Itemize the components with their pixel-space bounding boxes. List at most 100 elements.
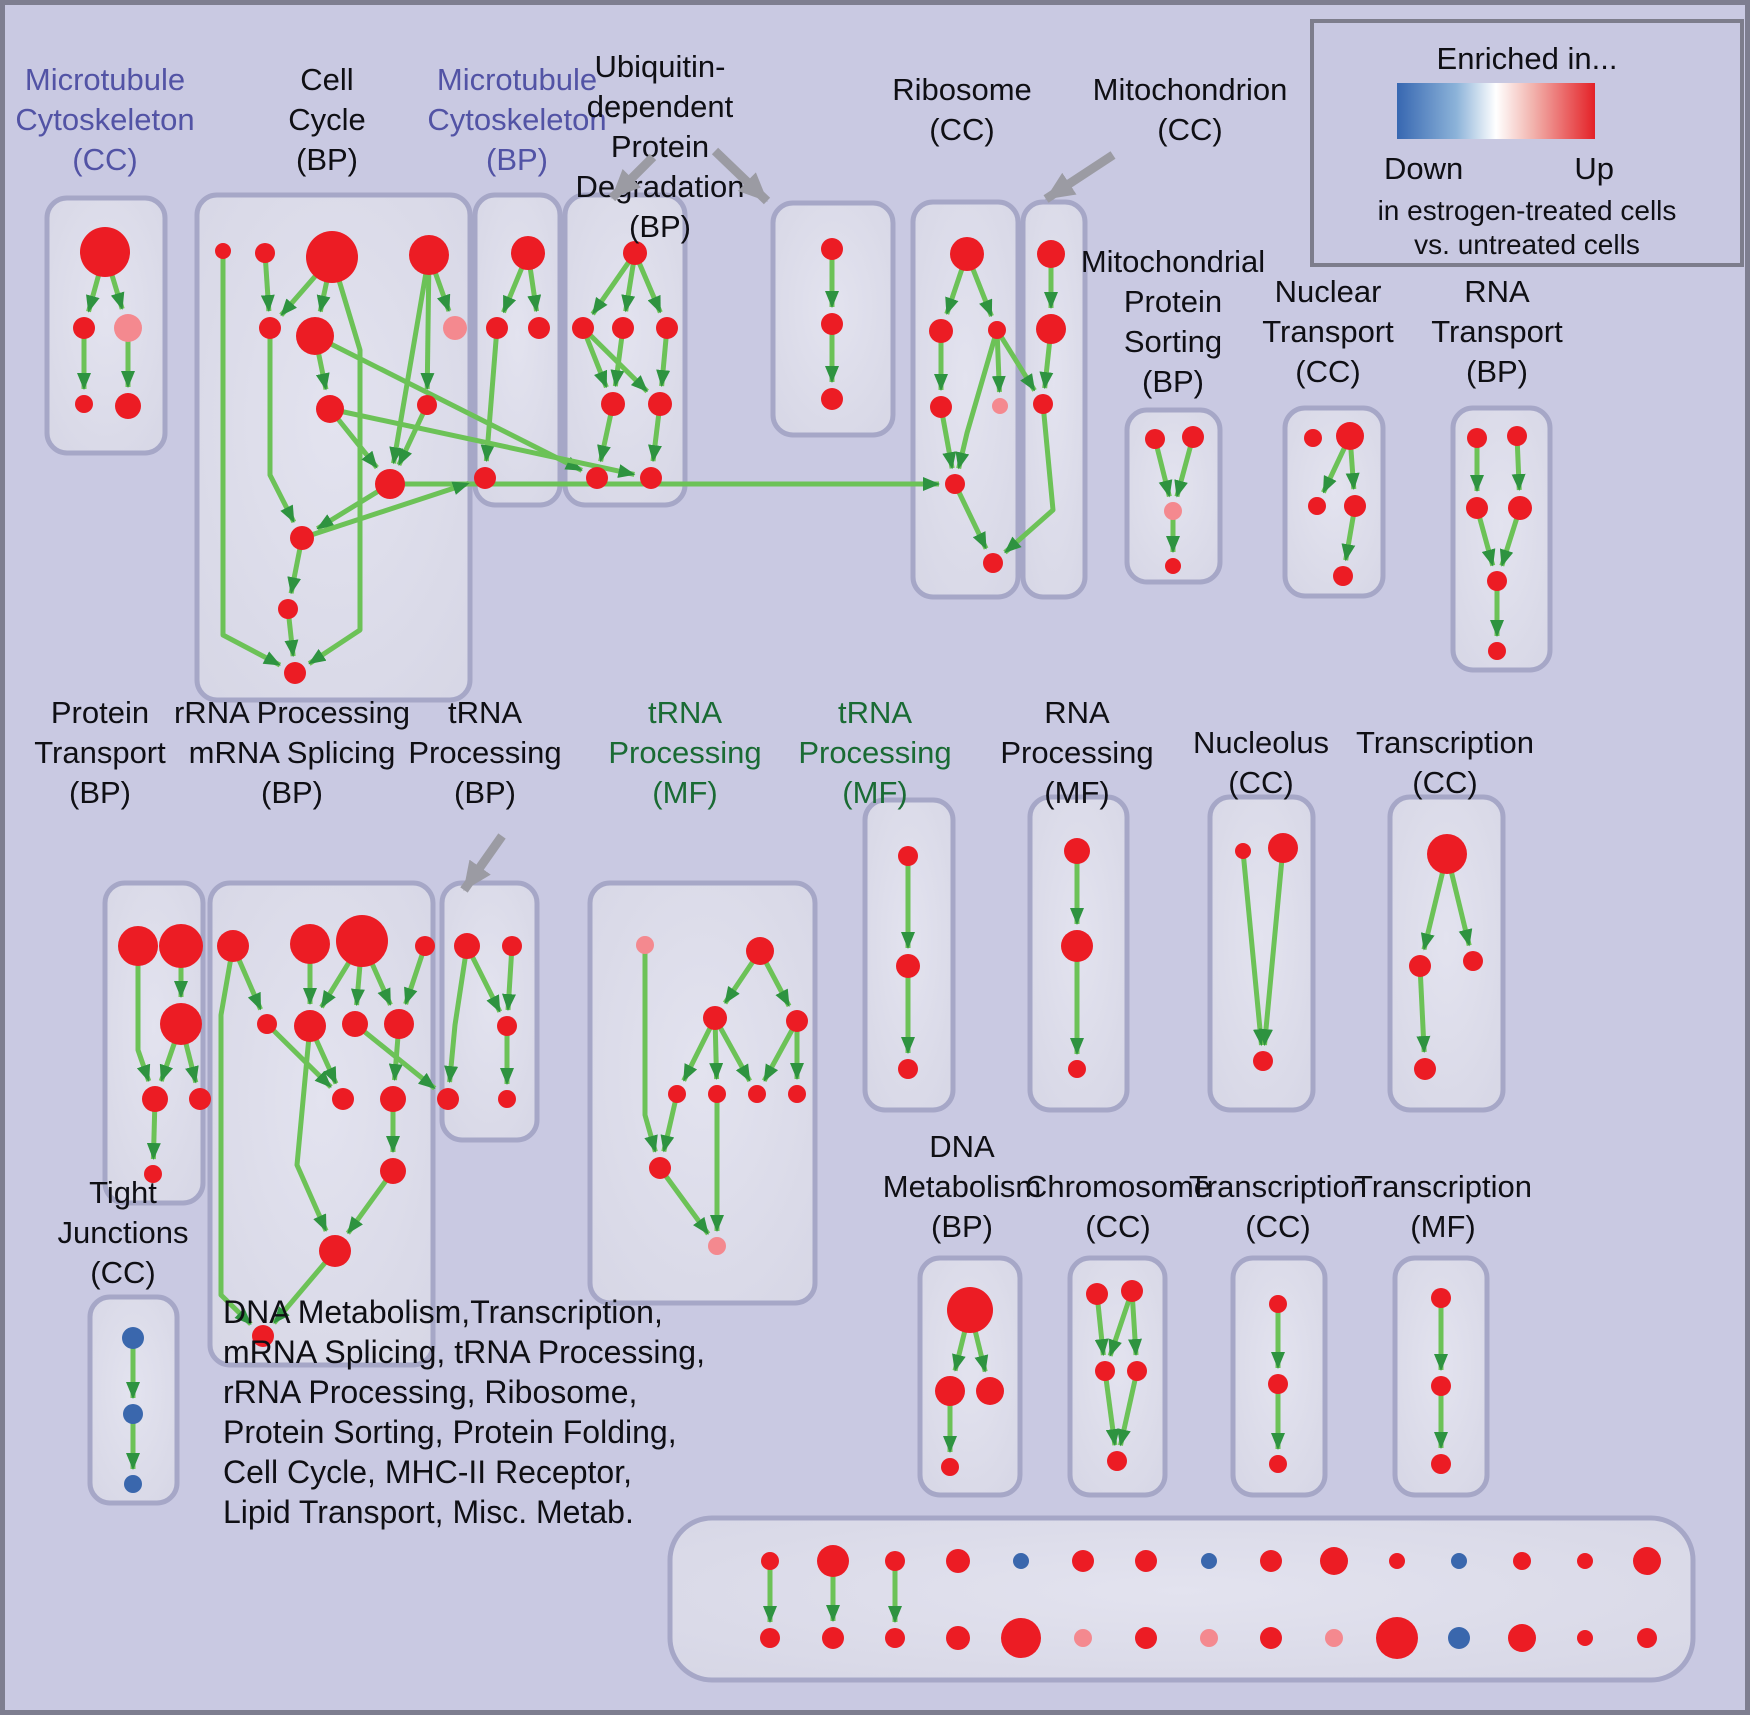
go-term-node bbox=[1336, 422, 1364, 450]
edge bbox=[1102, 1370, 1120, 1447]
go-term-node bbox=[788, 1085, 806, 1103]
go-term-node bbox=[1182, 426, 1204, 448]
go-term-node bbox=[649, 1157, 671, 1179]
go-term-node bbox=[144, 1165, 162, 1183]
go-term-node bbox=[822, 1627, 844, 1649]
go-term-node bbox=[746, 937, 774, 965]
go-term-node bbox=[1013, 1553, 1029, 1569]
go-term-node bbox=[1467, 428, 1487, 448]
cluster-label: Chromosome (CC) bbox=[1025, 1169, 1211, 1244]
go-term-node bbox=[294, 1010, 326, 1042]
go-term-node bbox=[1487, 571, 1507, 591]
go-term-node bbox=[1001, 1618, 1041, 1658]
cluster-label: Ubiquitin-dependent Protein Degradation (BP… bbox=[576, 49, 745, 244]
go-term-node bbox=[189, 1088, 211, 1110]
go-term-node bbox=[748, 1085, 766, 1103]
edge bbox=[581, 326, 649, 394]
go-term-node bbox=[1488, 642, 1506, 660]
cluster-label: Transcription (CC) bbox=[1189, 1169, 1367, 1244]
go-term-node bbox=[648, 392, 672, 416]
go-term-node bbox=[1260, 1627, 1282, 1649]
go-term-node bbox=[1431, 1454, 1451, 1474]
go-term-node bbox=[124, 1475, 142, 1493]
legend-up-label: Up bbox=[1574, 151, 1614, 186]
go-term-node bbox=[1074, 1629, 1092, 1647]
go-term-node bbox=[486, 317, 508, 339]
go-term-node bbox=[215, 243, 231, 259]
go-term-node bbox=[1448, 1627, 1470, 1649]
cluster-label: DNA Metabolism,Transcription, mRNA Splici… bbox=[223, 1294, 705, 1530]
cluster-label: Ribosome (CC) bbox=[892, 72, 1032, 147]
go-term-node bbox=[1086, 1283, 1108, 1305]
edge bbox=[955, 329, 1000, 470]
go-term-node bbox=[375, 469, 405, 499]
edge bbox=[480, 327, 500, 463]
go-term-node bbox=[1577, 1553, 1593, 1569]
go-term-node bbox=[761, 1552, 779, 1570]
go-term-node bbox=[417, 395, 437, 415]
edge bbox=[1259, 847, 1286, 1047]
go-term-node bbox=[159, 924, 203, 968]
go-term-node bbox=[1135, 1550, 1157, 1572]
go-term-node bbox=[945, 474, 965, 494]
edge bbox=[1117, 1370, 1140, 1447]
edge bbox=[1240, 850, 1267, 1047]
go-term-node bbox=[708, 1085, 726, 1103]
go-term-node bbox=[586, 467, 608, 489]
cluster-label: Microtubule Cytoskeleton (BP) bbox=[427, 62, 606, 177]
go-term-node bbox=[1507, 426, 1527, 446]
go-term-node bbox=[252, 1325, 274, 1347]
go-term-node bbox=[1431, 1288, 1451, 1308]
go-term-node bbox=[497, 1016, 517, 1036]
go-term-node bbox=[898, 1059, 918, 1079]
go-term-node bbox=[1508, 1624, 1536, 1652]
edge bbox=[762, 1019, 800, 1083]
go-term-node bbox=[1121, 1280, 1143, 1302]
edge bbox=[642, 945, 658, 1153]
go-term-node bbox=[1268, 1374, 1288, 1394]
go-term-node bbox=[1072, 1550, 1094, 1572]
cross-edge bbox=[329, 406, 636, 478]
go-term-node bbox=[636, 936, 654, 954]
cluster-label: rRNA Processing mRNA Splicing (BP) bbox=[174, 695, 410, 810]
go-term-node bbox=[703, 1006, 727, 1030]
cluster-box-nucleolus-cc bbox=[1207, 794, 1316, 1113]
cluster-label: tRNA Processing (MF) bbox=[798, 695, 951, 810]
cluster-label: Microtubule Cytoskeleton (CC) bbox=[15, 62, 194, 177]
edge bbox=[991, 329, 1006, 394]
go-term-node bbox=[1389, 1553, 1405, 1569]
edge bbox=[267, 328, 297, 524]
cluster-label: Cell Cycle (BP) bbox=[288, 62, 366, 177]
edge bbox=[396, 403, 430, 467]
cross-edge bbox=[353, 1022, 437, 1091]
go-term-node bbox=[1463, 951, 1483, 971]
annotation-arrow bbox=[711, 147, 771, 205]
go-term-node bbox=[988, 321, 1006, 339]
go-term-node bbox=[259, 317, 281, 339]
go-term-node bbox=[941, 1458, 959, 1476]
annotation-arrow bbox=[608, 153, 657, 202]
edge bbox=[502, 945, 516, 1012]
go-term-node bbox=[118, 926, 158, 966]
edge bbox=[1107, 1290, 1135, 1357]
legend: Enriched in... Down Up in estrogen-treat… bbox=[1310, 19, 1744, 267]
annotation-arrow bbox=[1043, 151, 1116, 203]
go-term-node bbox=[255, 243, 275, 263]
go-term-node bbox=[437, 1088, 459, 1110]
go-term-node bbox=[817, 1545, 849, 1577]
go-term-node bbox=[1095, 1361, 1115, 1381]
edge bbox=[420, 254, 435, 391]
go-term-node bbox=[601, 392, 625, 416]
edge bbox=[294, 1025, 329, 1232]
go-term-node bbox=[992, 398, 1008, 414]
go-term-node bbox=[1431, 1376, 1451, 1396]
go-term-node bbox=[217, 930, 249, 962]
go-term-node bbox=[332, 1088, 354, 1110]
go-term-node bbox=[409, 235, 449, 275]
legend-subtitle-2: vs. untreated cells bbox=[1414, 229, 1640, 260]
go-term-node bbox=[1414, 1058, 1436, 1080]
cross-edge bbox=[313, 333, 583, 473]
cluster-label: DNA Metabolism (BP) bbox=[883, 1129, 1042, 1244]
go-term-node bbox=[1304, 429, 1322, 447]
diagram-canvas: Microtubule Cytoskeleton (CC) Cell Cycle (BP)… bbox=[15, 49, 1696, 1683]
